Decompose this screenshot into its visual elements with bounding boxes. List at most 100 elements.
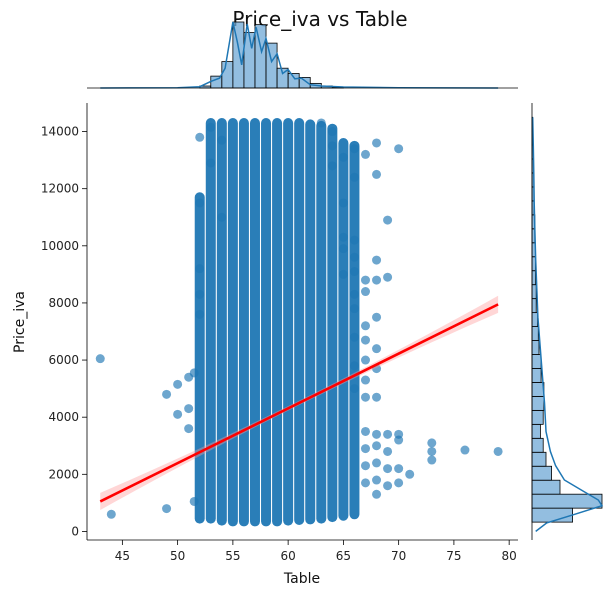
right-hist-bar	[531, 396, 545, 411]
scatter-point	[162, 504, 172, 514]
right-hist-bar	[531, 326, 539, 341]
regression-line	[99, 303, 499, 503]
scatter-point	[338, 244, 348, 254]
scatter-point	[173, 409, 183, 419]
y-axis-label: Price_iva	[12, 291, 28, 353]
scatter-point	[349, 144, 359, 154]
scatter-point	[372, 275, 382, 285]
scatter-point	[427, 438, 437, 448]
y-tick-label: 14000	[41, 125, 79, 139]
scatter-point	[360, 321, 370, 331]
scatter-point	[460, 445, 470, 455]
scatter-column	[349, 140, 360, 520]
right-hist-bar	[531, 465, 553, 481]
scatter-point	[349, 384, 359, 394]
scatter-point	[206, 158, 216, 168]
scatter-point	[360, 355, 370, 365]
scatter-point	[360, 426, 370, 436]
scatter-point	[493, 446, 503, 456]
scatter-point	[189, 368, 199, 378]
scatter-column	[272, 117, 283, 527]
scatter-point	[195, 289, 205, 299]
top-hist-bar	[265, 42, 278, 89]
scatter-point	[383, 215, 393, 225]
scatter-point	[372, 255, 382, 265]
x-tick-label: 45	[115, 549, 130, 563]
top-marginal-histogram	[199, 21, 344, 89]
right-hist-bar	[531, 409, 544, 425]
scatter-point	[427, 446, 437, 456]
scatter-point	[394, 435, 404, 445]
scatter-point	[383, 429, 393, 439]
scatter-point	[383, 464, 393, 474]
scatter-point	[394, 464, 404, 474]
right-hist-bar	[531, 479, 561, 495]
y-tick-label: 12000	[41, 182, 79, 196]
scatter-point	[372, 458, 382, 468]
scatter-point	[189, 496, 199, 506]
top-marginal-panel	[87, 21, 518, 89]
scatter-point	[360, 478, 370, 488]
y-axis-ticks: 0 2000 4000 6000 8000 10000 12000 14000	[41, 125, 87, 538]
right-hist-bar	[531, 423, 541, 439]
scatter-point	[106, 509, 116, 519]
right-hist-bar	[531, 270, 536, 286]
scatter-point	[206, 122, 216, 132]
scatter-point	[217, 135, 227, 145]
scatter-point	[360, 444, 370, 454]
scatter-point	[327, 141, 337, 151]
scatter-point	[372, 169, 382, 179]
right-hist-bar	[531, 312, 538, 327]
y-tick-label: 2000	[48, 467, 79, 481]
scatter-column	[327, 123, 338, 523]
scatter-point	[394, 144, 404, 154]
right-hist-bar	[531, 437, 544, 453]
right-marginal-histogram	[531, 116, 603, 523]
right-hist-bar	[531, 382, 545, 397]
right-hist-bar	[531, 451, 547, 467]
main-plot-area: 45 50 55 60 65 70 75 80 0 2000 4000 6000 8000 10000 1…	[41, 103, 518, 563]
scatter-point	[372, 312, 382, 322]
scatter-point	[349, 267, 359, 277]
scatter-point	[349, 361, 359, 371]
scatter-point	[383, 481, 393, 491]
scatter-point	[372, 475, 382, 485]
scatter-point	[195, 198, 205, 208]
scatter-column	[338, 137, 349, 521]
scatter-point	[360, 149, 370, 159]
scatter-point	[338, 232, 348, 242]
scatter-point	[195, 309, 205, 319]
scatter-point	[360, 335, 370, 345]
scatter-point	[327, 127, 337, 137]
scatter-point	[349, 172, 359, 182]
scatter-column	[249, 117, 260, 527]
scatter-column	[294, 117, 305, 526]
scatter-column	[216, 117, 227, 526]
scatter-point	[360, 461, 370, 471]
scatter-point	[162, 389, 172, 399]
scatter-point	[195, 132, 205, 142]
right-hist-bar	[531, 507, 573, 523]
scatter-point	[372, 429, 382, 439]
scatter-point	[360, 375, 370, 385]
scatter-point	[405, 469, 415, 479]
right-marginal-kde-curve	[531, 117, 604, 532]
scatter-column	[238, 117, 249, 527]
scatter-point	[372, 441, 382, 451]
scatter-column	[305, 119, 316, 525]
scatter-column	[205, 117, 216, 524]
x-tick-label: 50	[170, 549, 185, 563]
scatter-point	[184, 424, 194, 434]
scatter-point	[349, 235, 359, 245]
x-tick-label: 75	[446, 549, 461, 563]
scatter-point	[184, 404, 194, 414]
scatter-point	[173, 379, 183, 389]
x-axis-label: Table	[283, 571, 320, 587]
right-hist-bar	[531, 368, 542, 383]
scatter-point	[349, 332, 359, 342]
x-tick-label: 55	[225, 549, 240, 563]
y-tick-label: 6000	[48, 353, 79, 367]
scatter-column	[194, 192, 205, 524]
scatter-point	[349, 289, 359, 299]
